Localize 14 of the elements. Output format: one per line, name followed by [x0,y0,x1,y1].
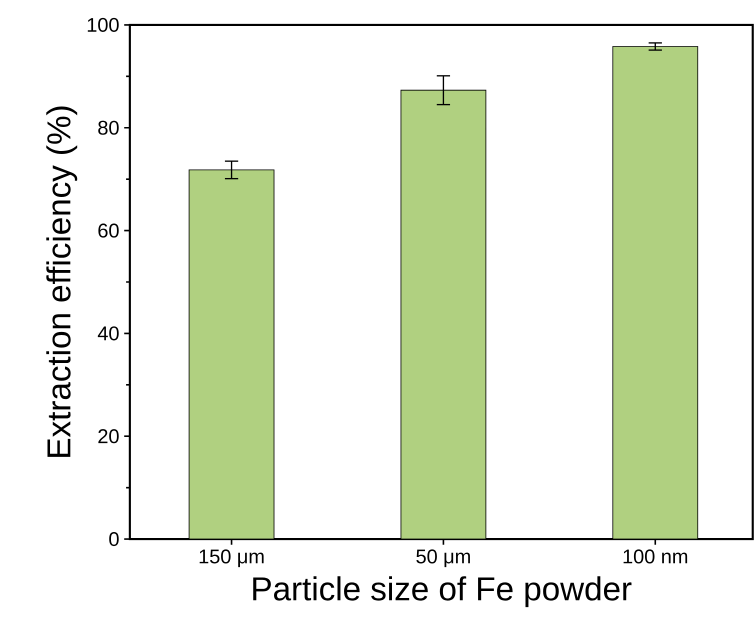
y-tick-label: 0 [109,532,119,546]
x-tick-label: 50 μm [416,549,470,568]
bar [612,46,698,540]
x-tick-label: 150 μm [200,549,264,568]
x-tick-label: 100 nm [624,549,688,564]
x-axis-title: Particle size of Fe powder [253,576,632,608]
y-tick-label: 100 [88,18,119,32]
y-tick-label: 40 [98,326,119,340]
y-axis-title: Extraction efficiency (%) [46,106,78,457]
y-tick-label: 60 [98,224,119,238]
bar [400,90,486,540]
y-tick-label: 80 [98,120,119,135]
y-tick-label: 20 [98,429,119,444]
bar [188,170,274,540]
